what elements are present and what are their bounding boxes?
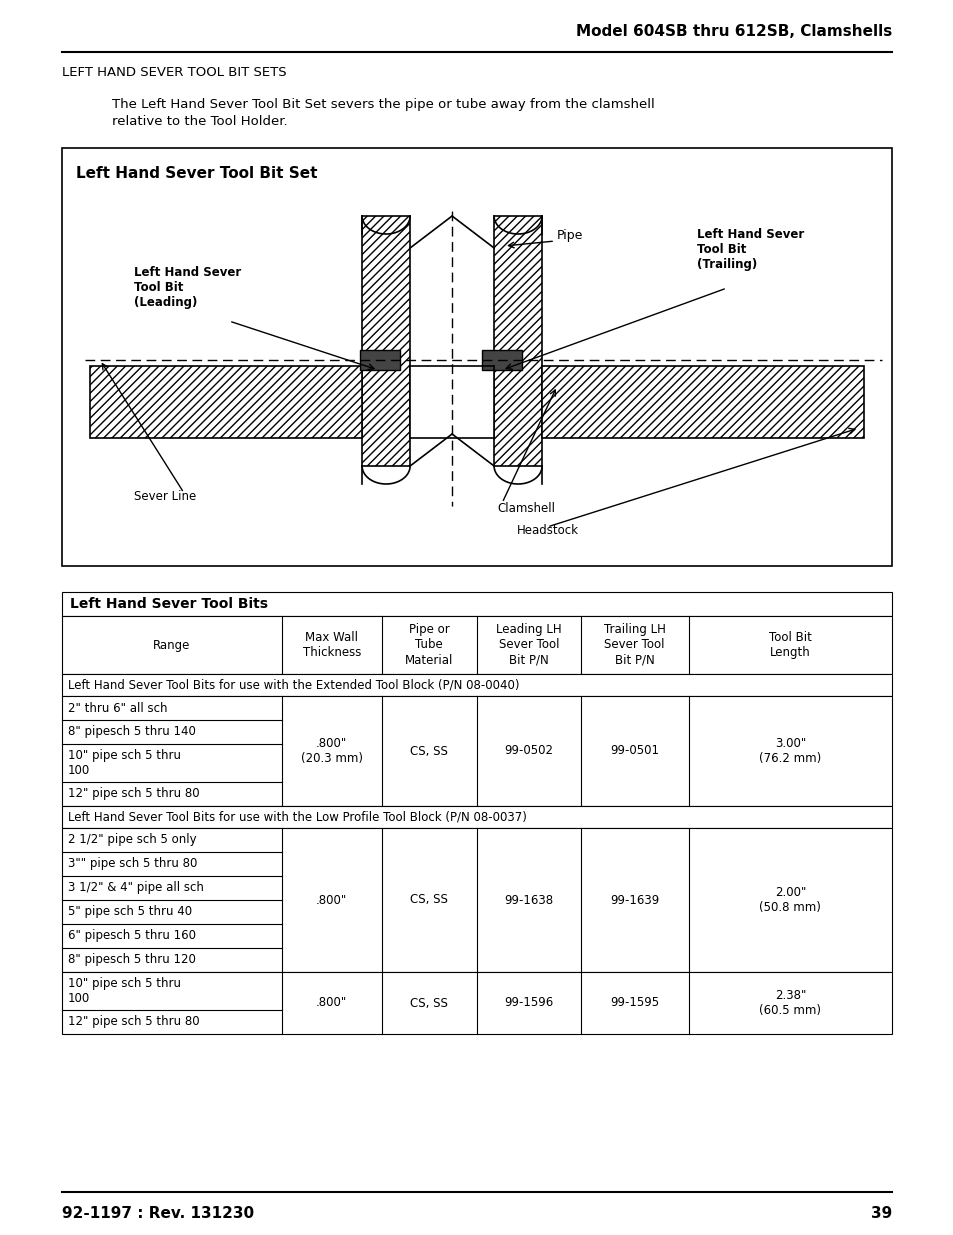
Text: 3.00"
(76.2 mm): 3.00" (76.2 mm) [759, 737, 821, 764]
Bar [62, 674, 891, 697]
Text: Tool Bit
Length: Tool Bit Length [768, 631, 811, 659]
Bar [62, 806, 891, 827]
Bar [90, 366, 362, 438]
Text: Clamshell: Clamshell [497, 501, 555, 515]
Bar [62, 697, 891, 806]
Text: Left Hand Sever Tool Bits for use with the Low Profile Tool Block (P/N 08-0037): Left Hand Sever Tool Bits for use with t… [68, 810, 526, 824]
Text: .800": .800" [315, 997, 347, 1009]
Bar [410, 366, 494, 438]
Text: Left Hand Sever Tool Bits for use with the Extended Tool Block (P/N 08-0040): Left Hand Sever Tool Bits for use with t… [68, 678, 519, 692]
Text: Pipe or
Tube
Material: Pipe or Tube Material [405, 624, 453, 667]
Text: 12" pipe sch 5 thru 80: 12" pipe sch 5 thru 80 [68, 1015, 199, 1029]
Text: 2.00"
(50.8 mm): 2.00" (50.8 mm) [759, 885, 821, 914]
Text: 3 1/2" & 4" pipe all sch: 3 1/2" & 4" pipe all sch [68, 882, 204, 894]
Text: 3"" pipe sch 5 thru 80: 3"" pipe sch 5 thru 80 [68, 857, 197, 871]
Text: Range: Range [153, 638, 191, 652]
Text: 8" pipesch 5 thru 120: 8" pipesch 5 thru 120 [68, 953, 195, 967]
Bar [481, 350, 521, 370]
Text: CS, SS: CS, SS [410, 893, 448, 906]
Text: Sever Line: Sever Line [133, 489, 196, 503]
Text: 2.38"
(60.5 mm): 2.38" (60.5 mm) [759, 989, 821, 1016]
Text: CS, SS: CS, SS [410, 745, 448, 757]
Text: 99-0501: 99-0501 [610, 745, 659, 757]
Bar [362, 216, 410, 466]
Text: 2" thru 6" all sch: 2" thru 6" all sch [68, 701, 168, 715]
Text: 99-0502: 99-0502 [504, 745, 553, 757]
Text: The Left Hand Sever Tool Bit Set severs the pipe or tube away from the clamshell: The Left Hand Sever Tool Bit Set severs … [112, 98, 654, 128]
Text: Left Hand Sever Tool Bits: Left Hand Sever Tool Bits [70, 597, 268, 611]
Bar [359, 350, 399, 370]
Text: 10" pipe sch 5 thru
100: 10" pipe sch 5 thru 100 [68, 977, 181, 1005]
Text: 99-1595: 99-1595 [610, 997, 659, 1009]
Bar [494, 216, 541, 466]
Text: Left Hand Sever Tool Bit Set: Left Hand Sever Tool Bit Set [76, 165, 317, 182]
Text: Trailing LH
Sever Tool
Bit P/N: Trailing LH Sever Tool Bit P/N [603, 624, 665, 667]
Text: .800"
(20.3 mm): .800" (20.3 mm) [300, 737, 362, 764]
Bar [541, 366, 863, 438]
Text: 39: 39 [870, 1207, 891, 1221]
Text: .800": .800" [315, 893, 347, 906]
Text: 8" pipesch 5 thru 140: 8" pipesch 5 thru 140 [68, 725, 195, 739]
Bar [62, 827, 891, 972]
Bar [62, 972, 891, 1034]
Text: Pipe: Pipe [557, 230, 583, 242]
Text: 2 1/2" pipe sch 5 only: 2 1/2" pipe sch 5 only [68, 834, 196, 846]
Text: 6" pipesch 5 thru 160: 6" pipesch 5 thru 160 [68, 930, 195, 942]
Text: Headstock: Headstock [517, 524, 578, 536]
Text: 5" pipe sch 5 thru 40: 5" pipe sch 5 thru 40 [68, 905, 192, 919]
Text: 10" pipe sch 5 thru
100: 10" pipe sch 5 thru 100 [68, 748, 181, 777]
Text: Model 604SB thru 612SB, Clamshells: Model 604SB thru 612SB, Clamshells [576, 25, 891, 40]
Text: Leading LH
Sever Tool
Bit P/N: Leading LH Sever Tool Bit P/N [496, 624, 561, 667]
Bar [62, 592, 891, 616]
Text: Left Hand Sever
Tool Bit
(Trailing): Left Hand Sever Tool Bit (Trailing) [697, 228, 803, 270]
Text: 99-1596: 99-1596 [504, 997, 553, 1009]
Text: CS, SS: CS, SS [410, 997, 448, 1009]
Text: 92-1197 : Rev. 131230: 92-1197 : Rev. 131230 [62, 1207, 253, 1221]
Text: 99-1638: 99-1638 [504, 893, 553, 906]
Text: LEFT HAND SEVER TOOL BIT SETS: LEFT HAND SEVER TOOL BIT SETS [62, 65, 286, 79]
Bar [62, 616, 891, 674]
Text: Max Wall
Thickness: Max Wall Thickness [302, 631, 360, 659]
Text: Left Hand Sever
Tool Bit
(Leading): Left Hand Sever Tool Bit (Leading) [133, 266, 241, 309]
Bar [62, 148, 891, 566]
Text: 12" pipe sch 5 thru 80: 12" pipe sch 5 thru 80 [68, 788, 199, 800]
Text: 99-1639: 99-1639 [609, 893, 659, 906]
